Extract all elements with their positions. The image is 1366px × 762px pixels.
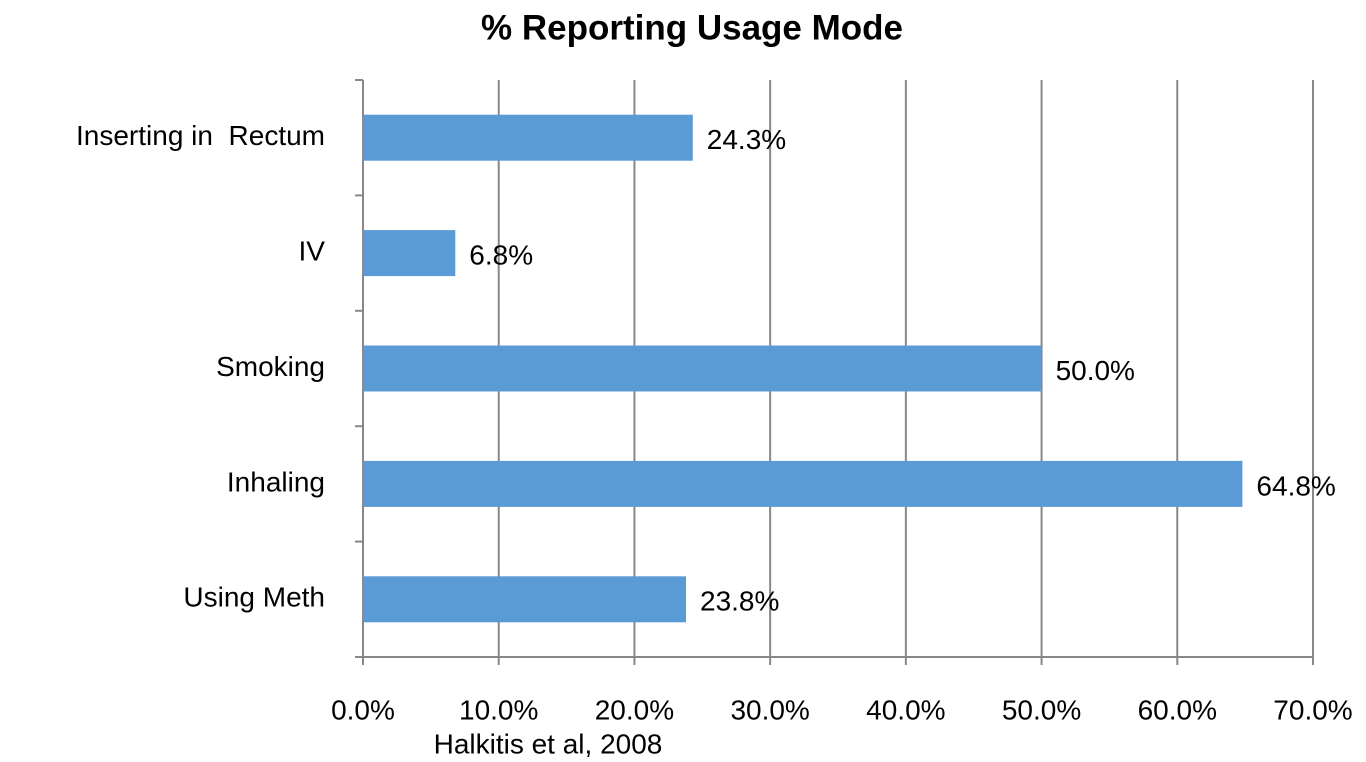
x-tick-label: 30.0% (730, 694, 809, 725)
y-tick-label: Inhaling (227, 466, 325, 497)
x-tick-label: 20.0% (595, 694, 674, 725)
bar (363, 230, 456, 277)
y-tick-label: Inserting in Rectum (76, 120, 325, 151)
y-tick-label: IV (299, 235, 326, 266)
bar (363, 576, 686, 623)
y-tick-label: Using Meth (183, 582, 325, 613)
x-tick-label: 50.0% (1002, 694, 1081, 725)
x-tick-label: 60.0% (1138, 694, 1217, 725)
x-tick-label: 0.0% (331, 694, 395, 725)
bar (363, 460, 1243, 507)
data-label: 50.0% (1056, 355, 1135, 386)
x-tick-label: 40.0% (866, 694, 945, 725)
source-note: Halkitis et al, 2008 (434, 728, 663, 759)
data-label: 64.8% (1256, 470, 1335, 501)
data-label: 23.8% (700, 586, 779, 617)
bar (363, 345, 1042, 392)
x-tick-label: 70.0% (1273, 694, 1352, 725)
x-tick-label: 10.0% (459, 694, 538, 725)
chart-title: % Reporting Usage Mode (481, 8, 903, 47)
data-label: 6.8% (469, 239, 533, 270)
data-label: 24.3% (707, 124, 786, 155)
y-tick-label: Smoking (216, 351, 325, 382)
bar (363, 114, 693, 161)
